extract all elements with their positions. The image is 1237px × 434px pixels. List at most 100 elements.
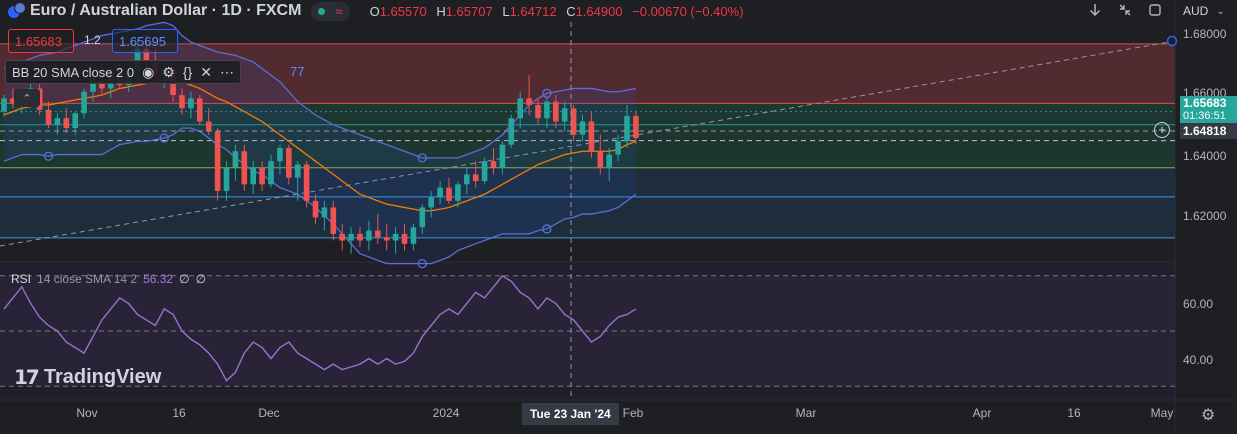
candle-body bbox=[90, 80, 96, 92]
chart-header: Euro / Australian Dollar · 1D · FXCM ≈ O… bbox=[0, 0, 744, 22]
price-zone bbox=[0, 196, 1175, 238]
candle-body bbox=[72, 113, 78, 129]
candle-body bbox=[624, 115, 630, 142]
price-label-1: 1.68000 bbox=[1183, 27, 1227, 41]
candle-body bbox=[410, 227, 417, 244]
candle-body bbox=[588, 121, 595, 152]
rsi-label-40: 40.00 bbox=[1183, 353, 1214, 367]
currency-selector[interactable]: AUD ⌄ bbox=[1183, 4, 1225, 18]
candle-body bbox=[348, 233, 354, 241]
bb-basis-line bbox=[3, 79, 637, 212]
candle-body bbox=[99, 80, 105, 89]
candle-body bbox=[277, 147, 283, 162]
candle-body bbox=[241, 151, 248, 185]
candle-body bbox=[606, 154, 612, 168]
candle-body bbox=[544, 101, 550, 119]
price-zone bbox=[0, 167, 1175, 197]
high-value: 1.65707 bbox=[445, 3, 493, 19]
candle-body bbox=[366, 230, 372, 241]
time-label-apr: Apr bbox=[972, 406, 992, 420]
candle-body bbox=[428, 197, 434, 208]
candle-body bbox=[330, 207, 337, 234]
candle-body bbox=[232, 151, 239, 168]
candle-body bbox=[179, 95, 185, 109]
candle-body bbox=[615, 141, 621, 155]
eye-icon[interactable]: ◉ bbox=[142, 63, 155, 80]
candle-body bbox=[303, 164, 310, 201]
candle-body bbox=[312, 200, 319, 218]
tradingview-wordmark: TradingView bbox=[43, 366, 162, 388]
candle-body bbox=[54, 118, 61, 125]
bb-value-fragment: 77 bbox=[290, 64, 305, 79]
gear-icon[interactable]: ⚙ bbox=[162, 63, 175, 80]
candle-body bbox=[214, 131, 221, 191]
price-zone bbox=[0, 103, 1175, 125]
candle-body bbox=[205, 121, 212, 132]
market-open-icon bbox=[318, 7, 326, 15]
candle-body bbox=[383, 237, 390, 241]
candle-body bbox=[321, 207, 328, 218]
chart-settings-icon[interactable]: ⚙ bbox=[1201, 407, 1216, 424]
add-alert-icon[interactable]: + bbox=[1154, 122, 1170, 138]
candle-body bbox=[472, 174, 479, 182]
candle-body bbox=[223, 167, 230, 191]
bb-point-marker bbox=[542, 224, 552, 234]
candle-body bbox=[579, 121, 586, 135]
time-label-nov: Nov bbox=[76, 406, 98, 420]
candle-body bbox=[499, 144, 506, 168]
data-delay-icon: ≈ bbox=[335, 3, 343, 19]
time-label-dec: Dec bbox=[258, 406, 280, 420]
rsi-pane bbox=[0, 274, 1175, 387]
buy-button[interactable]: 1.65695 bbox=[112, 29, 178, 53]
rsi-indicator-legend[interactable]: RSI 14 close SMA 14 2 56.32 ∅ ∅ bbox=[11, 272, 206, 286]
candle-body bbox=[570, 108, 577, 135]
currency-flags-icon bbox=[8, 2, 26, 20]
sell-button[interactable]: 1.65683 bbox=[8, 29, 74, 53]
rsi-value: 56.32 bbox=[143, 272, 174, 286]
ohlc-legend: O1.65570 H1.65707 L1.64712 C1.64900 −0.0… bbox=[369, 3, 744, 19]
source-code-icon[interactable]: {} bbox=[182, 64, 193, 80]
candle-body bbox=[63, 118, 70, 129]
collapse-arrows-icon[interactable] bbox=[1114, 0, 1136, 20]
candle-body bbox=[375, 230, 381, 238]
candle-body bbox=[286, 147, 292, 178]
collapse-legend-button[interactable]: ⌃ bbox=[14, 89, 40, 107]
price-zone bbox=[0, 124, 1175, 168]
symbol-title[interactable]: Euro / Australian Dollar · 1D · FXCM bbox=[30, 2, 302, 19]
time-label-mar: Mar bbox=[795, 406, 817, 420]
time-label-16-apr: 16 bbox=[1067, 406, 1081, 420]
trend-line bbox=[0, 40, 1176, 247]
change-value: −0.00670 (−0.40%) bbox=[632, 3, 744, 19]
candle-body bbox=[1, 98, 7, 112]
bb-indicator-legend[interactable]: BB 20 SMA close 2 0 ◉ ⚙ {} ✕ ⋯ bbox=[5, 60, 241, 84]
candle-body bbox=[561, 108, 568, 122]
time-label-may: May bbox=[1150, 406, 1174, 420]
more-icon[interactable]: ⋯ bbox=[220, 63, 234, 80]
candle-body bbox=[526, 98, 532, 105]
bb-point-marker bbox=[43, 151, 54, 161]
candle-body bbox=[481, 161, 488, 182]
fullscreen-icon[interactable] bbox=[1144, 0, 1166, 20]
candle-body bbox=[268, 161, 274, 185]
rsi-extra-2: ∅ bbox=[195, 272, 207, 286]
close-icon[interactable]: ✕ bbox=[200, 63, 212, 80]
rsi-name: RSI bbox=[11, 272, 32, 286]
candlesticks bbox=[1, 35, 639, 254]
chevron-up-icon: ⌃ bbox=[22, 92, 32, 105]
crosshair bbox=[0, 22, 1175, 400]
time-label-feb: Feb bbox=[622, 406, 644, 420]
candle-body bbox=[633, 115, 639, 139]
candle-body bbox=[446, 187, 452, 201]
tradingview-logo[interactable]: 𝟭𝟳 TradingView bbox=[14, 365, 161, 390]
candle-body bbox=[10, 98, 16, 104]
low-value: 1.64712 bbox=[509, 3, 557, 19]
candle-body bbox=[517, 98, 523, 119]
arrow-down-icon[interactable] bbox=[1084, 0, 1106, 20]
candle-body bbox=[250, 167, 256, 185]
candle-body bbox=[419, 207, 426, 228]
market-status[interactable]: ≈ bbox=[311, 1, 350, 21]
rsi-line bbox=[3, 274, 637, 382]
chart-toolbar bbox=[1084, 0, 1166, 22]
bb-indicator-label: BB 20 SMA close 2 0 bbox=[12, 64, 135, 80]
